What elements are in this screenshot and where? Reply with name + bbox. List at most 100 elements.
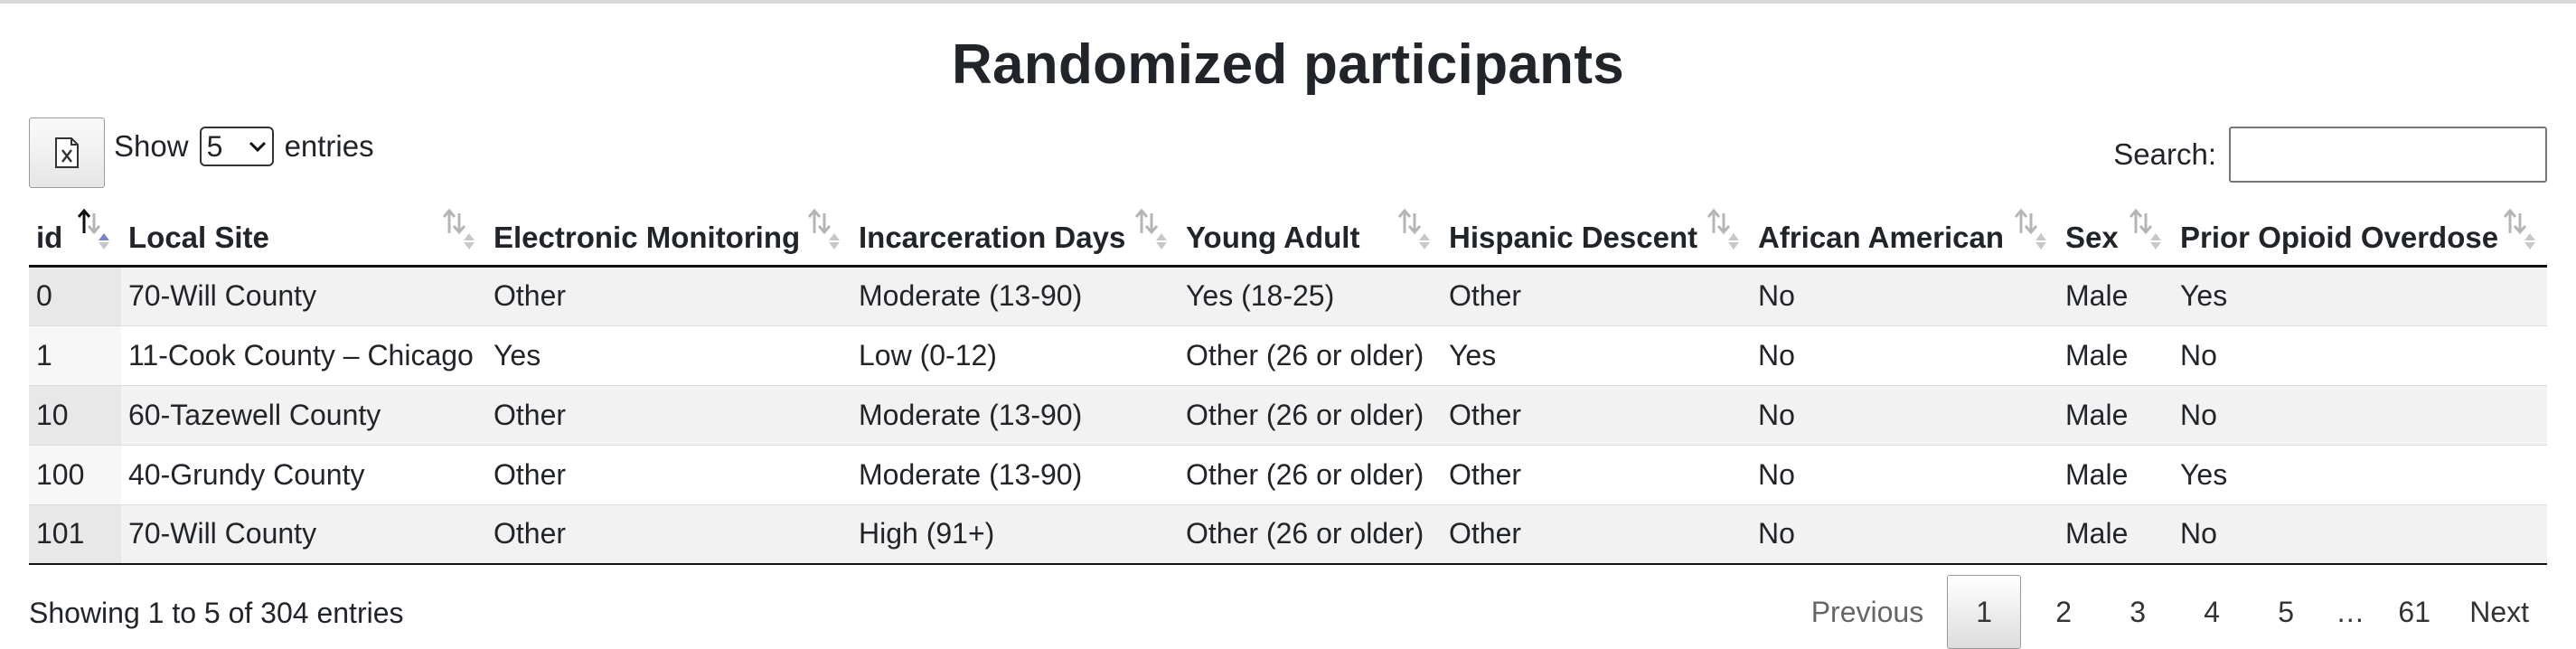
table-cell: Other (26 or older) <box>1179 384 1442 445</box>
table-cell: No <box>2173 324 2547 385</box>
table-cell: Yes <box>486 324 851 385</box>
table-row[interactable]: 100 40-Grundy County Other Moderate (13-90)… <box>29 444 2547 504</box>
table-cell: Other <box>486 503 851 565</box>
sort-icon <box>2503 208 2535 249</box>
sort-icon <box>1134 208 1167 249</box>
table-cell: Male <box>2058 266 2173 325</box>
page-length-select[interactable]: 5 <box>199 127 274 166</box>
table-cell: Male <box>2058 444 2173 504</box>
table-cell: Other <box>1442 444 1751 504</box>
page-buttons: 1 2 3 4 5 … 61 <box>1941 575 2451 649</box>
table-cell: 101 <box>29 503 121 565</box>
sort-ascending-icon <box>77 208 109 249</box>
table-cell: No <box>2173 384 2547 445</box>
table-cell: 1 <box>29 324 121 385</box>
excel-export-button[interactable] <box>29 118 105 188</box>
table-row[interactable]: 10 60-Tazewell County Other Moderate (13-90… <box>29 384 2547 445</box>
search-input[interactable] <box>2229 127 2547 183</box>
table-cell: Other (26 or older) <box>1179 444 1442 504</box>
table-cell: Male <box>2058 324 2173 385</box>
page-button[interactable]: 2 <box>2055 595 2073 628</box>
table-cell: No <box>1751 266 2058 325</box>
chevron-down-icon <box>249 141 266 153</box>
table-cell: No <box>1751 384 2058 445</box>
column-header-sex[interactable]: Sex <box>2058 195 2173 268</box>
table-row[interactable]: 101 70-Will County Other High (91+) Other (2… <box>29 503 2547 565</box>
page-button[interactable]: 3 <box>2129 595 2147 628</box>
table-cell: Yes <box>2173 266 2547 325</box>
table-cell: Other <box>486 444 851 504</box>
table-cell: Other (26 or older) <box>1179 503 1442 565</box>
table-cell: Moderate (13-90) <box>851 444 1179 504</box>
table-cell: Male <box>2058 384 2173 445</box>
table-cell: No <box>2173 503 2547 565</box>
top-divider <box>0 0 2576 4</box>
search-label: Search: <box>2113 137 2216 171</box>
sort-icon <box>2129 208 2161 249</box>
column-header-young-adult[interactable]: Young Adult <box>1179 195 1442 268</box>
column-header-id[interactable]: id <box>29 195 121 268</box>
sort-icon <box>1706 208 1739 249</box>
table-cell: High (91+) <box>851 503 1179 565</box>
table-cell: 10 <box>29 384 121 445</box>
table-cell: Yes (18-25) <box>1179 266 1442 325</box>
table-cell: 60-Tazewell County <box>121 384 486 445</box>
page-length-value: 5 <box>206 129 223 163</box>
table-info: Showing 1 to 5 of 304 entries <box>29 597 404 629</box>
entries-label: entries <box>284 129 374 163</box>
table-cell: Male <box>2058 503 2173 565</box>
page-button[interactable]: 61 <box>2398 595 2430 628</box>
show-label: Show <box>114 129 189 163</box>
page-title: Randomized participants <box>951 33 1625 96</box>
search-control: Search: <box>2113 127 2547 183</box>
sort-icon <box>807 208 840 249</box>
column-header-label: Incarceration Days <box>859 221 1126 255</box>
table-row[interactable]: 0 70-Will County Other Moderate (13-90) Yes … <box>29 266 2547 325</box>
table-cell: No <box>1751 324 2058 385</box>
column-header-incarceration-days[interactable]: Incarceration Days <box>851 195 1179 268</box>
table-cell: Other <box>1442 266 1751 325</box>
column-header-label: Young Adult <box>1186 221 1360 255</box>
column-header-african-american[interactable]: African American <box>1751 195 2058 268</box>
page-button[interactable]: 5 <box>2278 595 2295 628</box>
column-header-label: Prior Opioid Overdose <box>2180 221 2499 255</box>
table-cell: Other <box>486 384 851 445</box>
table-cell: Moderate (13-90) <box>851 266 1179 325</box>
column-header-hispanic-descent[interactable]: Hispanic Descent <box>1442 195 1751 268</box>
column-header-electronic-monitoring[interactable]: Electronic Monitoring <box>486 195 851 268</box>
table-cell: Other (26 or older) <box>1179 324 1442 385</box>
sort-icon <box>1397 208 1430 249</box>
page-button[interactable]: 4 <box>2204 595 2221 628</box>
pagination: Previous 1 2 3 4 5 … 61 Next <box>1793 575 2547 649</box>
column-header-label: Hispanic Descent <box>1449 221 1698 255</box>
table-cell: No <box>1751 503 2058 565</box>
next-page-button[interactable]: Next <box>2469 595 2529 628</box>
table-row[interactable]: 1 11-Cook County – Chicago Yes Low (0-12) Ot… <box>29 324 2547 385</box>
table-cell: 11-Cook County – Chicago <box>121 324 486 385</box>
previous-page-button[interactable]: Previous <box>1810 595 1924 628</box>
page-button[interactable]: 1 <box>1947 575 2022 649</box>
table-cell: No <box>1751 444 2058 504</box>
table-cell: Other <box>486 266 851 325</box>
table-cell: Moderate (13-90) <box>851 384 1179 445</box>
table-cell: Yes <box>2173 444 2547 504</box>
table-cell: 70-Will County <box>121 503 486 565</box>
table-body: 0 70-Will County Other Moderate (13-90) Yes … <box>29 266 2547 565</box>
sort-icon <box>2014 208 2046 249</box>
table-cell: Other <box>1442 384 1751 445</box>
table-header-row: id Local Site Electronic Monitoring Incarce… <box>29 195 2547 268</box>
sort-icon <box>442 208 475 249</box>
table-cell: 0 <box>29 266 121 325</box>
column-header-label: Sex <box>2065 221 2119 255</box>
table-cell: Other <box>1442 503 1751 565</box>
column-header-label: African American <box>1758 221 2005 255</box>
table-cell: 40-Grundy County <box>121 444 486 504</box>
column-header-prior-opioid-overdose[interactable]: Prior Opioid Overdose <box>2173 195 2547 268</box>
table-cell: 100 <box>29 444 121 504</box>
table-cell: Low (0-12) <box>851 324 1179 385</box>
column-header-local-site[interactable]: Local Site <box>121 195 486 268</box>
page-length-control: Show 5 entries <box>114 127 374 166</box>
participants-table: id Local Site Electronic Monitoring Incarce… <box>29 195 2547 565</box>
column-header-label: Local Site <box>128 221 269 255</box>
excel-export-icon <box>55 137 79 168</box>
